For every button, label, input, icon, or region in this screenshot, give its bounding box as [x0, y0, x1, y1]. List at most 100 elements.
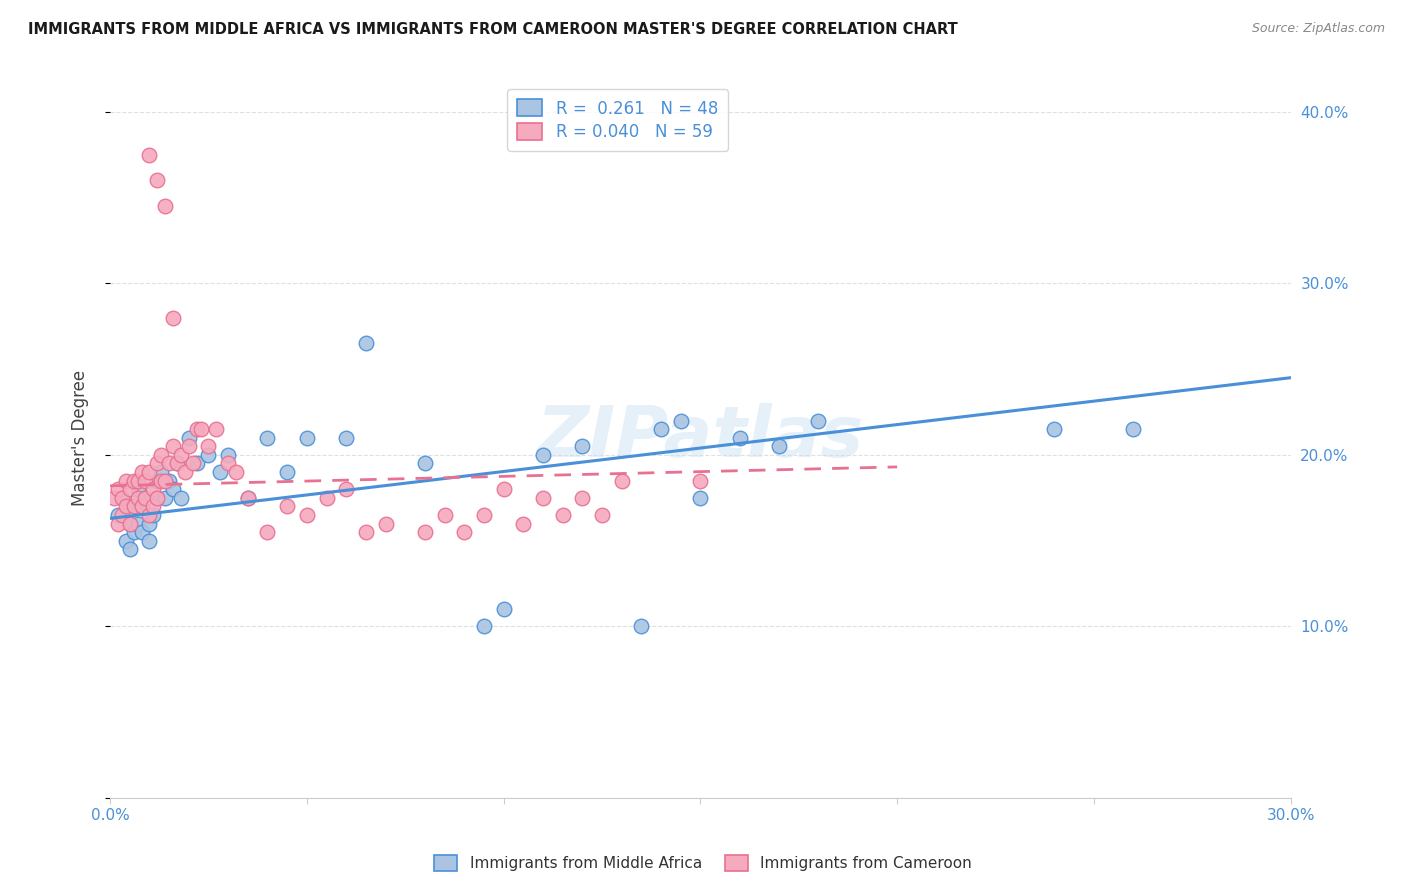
Point — [190, 422, 212, 436]
Point — [492, 482, 515, 496]
Point — [166, 457, 188, 471]
Point — [630, 619, 652, 633]
Point — [205, 422, 228, 436]
Point — [114, 474, 136, 488]
Point — [217, 457, 239, 471]
Point — [256, 525, 278, 540]
Point — [162, 439, 184, 453]
Point — [669, 414, 692, 428]
Point — [335, 482, 357, 496]
Point — [177, 431, 200, 445]
Point — [256, 431, 278, 445]
Point — [131, 525, 153, 540]
Text: IMMIGRANTS FROM MIDDLE AFRICA VS IMMIGRANTS FROM CAMEROON MASTER'S DEGREE CORREL: IMMIGRANTS FROM MIDDLE AFRICA VS IMMIGRA… — [28, 22, 957, 37]
Point — [153, 491, 176, 505]
Text: ZIPatlas: ZIPatlas — [537, 403, 865, 472]
Point — [186, 457, 208, 471]
Point — [689, 474, 711, 488]
Point — [142, 508, 165, 522]
Point — [138, 533, 160, 548]
Point — [138, 147, 160, 161]
Point — [236, 491, 259, 505]
Point — [103, 491, 125, 505]
Point — [170, 448, 193, 462]
Text: Source: ZipAtlas.com: Source: ZipAtlas.com — [1251, 22, 1385, 36]
Point — [157, 474, 180, 488]
Point — [166, 457, 188, 471]
Point — [131, 500, 153, 514]
Point — [150, 448, 173, 462]
Point — [146, 457, 169, 471]
Point — [186, 422, 208, 436]
Point — [728, 431, 751, 445]
Point — [138, 516, 160, 531]
Point — [162, 482, 184, 496]
Point — [134, 491, 156, 505]
Point — [150, 474, 173, 488]
Point — [571, 491, 593, 505]
Point — [134, 491, 156, 505]
Point — [150, 465, 173, 479]
Point — [111, 508, 134, 522]
Point — [107, 482, 129, 496]
Point — [107, 516, 129, 531]
Point — [315, 491, 337, 505]
Point — [453, 525, 475, 540]
Point — [472, 619, 495, 633]
Point — [492, 602, 515, 616]
Point — [111, 491, 134, 505]
Point — [162, 310, 184, 325]
Point — [142, 500, 165, 514]
Point — [1043, 422, 1066, 436]
Point — [127, 491, 149, 505]
Point — [531, 491, 554, 505]
Legend: R =  0.261   N = 48, R = 0.040   N = 59: R = 0.261 N = 48, R = 0.040 N = 59 — [508, 89, 728, 151]
Point — [335, 431, 357, 445]
Point — [142, 482, 165, 496]
Point — [551, 508, 574, 522]
Point — [107, 508, 129, 522]
Point — [157, 457, 180, 471]
Point — [295, 431, 318, 445]
Point — [122, 525, 145, 540]
Point — [153, 199, 176, 213]
Point — [197, 448, 219, 462]
Point — [217, 448, 239, 462]
Point — [1122, 422, 1144, 436]
Point — [276, 465, 298, 479]
Legend: Immigrants from Middle Africa, Immigrants from Cameroon: Immigrants from Middle Africa, Immigrant… — [429, 849, 977, 877]
Point — [209, 465, 232, 479]
Point — [650, 422, 672, 436]
Point — [295, 508, 318, 522]
Point — [131, 500, 153, 514]
Point — [127, 474, 149, 488]
Point — [610, 474, 633, 488]
Point — [127, 516, 149, 531]
Point — [374, 516, 396, 531]
Point — [122, 500, 145, 514]
Point — [177, 439, 200, 453]
Point — [111, 491, 134, 505]
Point — [138, 508, 160, 522]
Point — [153, 474, 176, 488]
Point — [118, 516, 141, 531]
Point — [146, 491, 169, 505]
Point — [173, 465, 195, 479]
Point — [146, 491, 169, 505]
Point — [413, 525, 436, 540]
Point — [472, 508, 495, 522]
Point — [512, 516, 534, 531]
Point — [354, 336, 377, 351]
Point — [276, 500, 298, 514]
Point — [197, 439, 219, 453]
Point — [181, 457, 204, 471]
Y-axis label: Master's Degree: Master's Degree — [72, 369, 89, 506]
Point — [122, 474, 145, 488]
Point — [114, 533, 136, 548]
Point — [433, 508, 456, 522]
Point — [236, 491, 259, 505]
Point — [146, 173, 169, 187]
Point — [122, 500, 145, 514]
Point — [591, 508, 613, 522]
Point — [689, 491, 711, 505]
